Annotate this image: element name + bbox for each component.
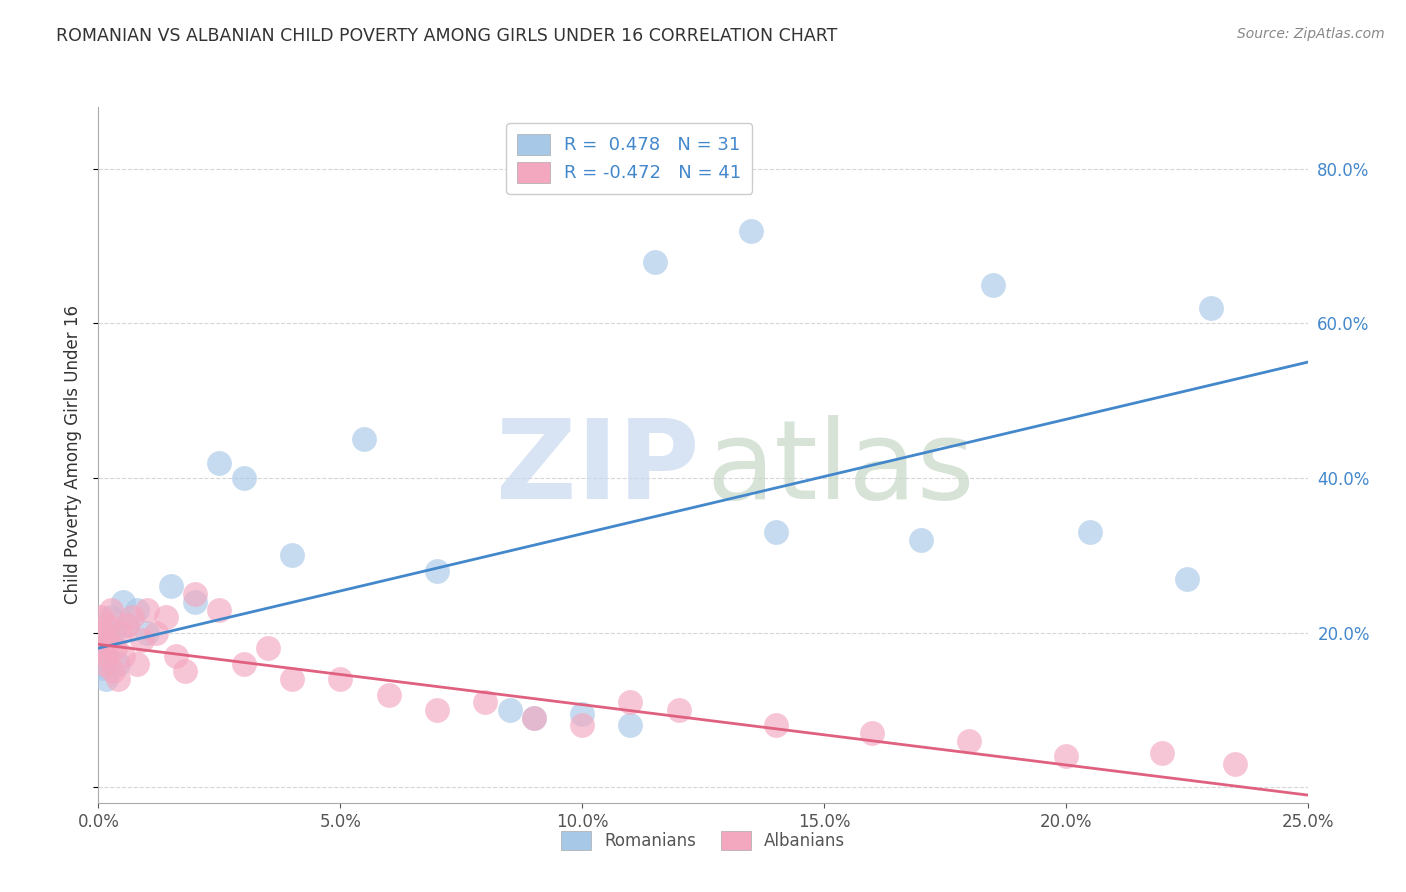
Point	[377, 688, 399, 702]
Point	[426, 564, 449, 578]
Point	[910, 533, 932, 547]
Point	[97, 633, 120, 648]
Point	[426, 703, 449, 717]
Point	[765, 525, 787, 540]
Point	[174, 665, 197, 679]
Point	[740, 224, 762, 238]
Point	[90, 648, 112, 663]
Point	[101, 665, 124, 679]
Text: ROMANIAN VS ALBANIAN CHILD POVERTY AMONG GIRLS UNDER 16 CORRELATION CHART: ROMANIAN VS ALBANIAN CHILD POVERTY AMONG…	[56, 27, 838, 45]
Point	[281, 549, 304, 563]
Point	[100, 610, 122, 624]
Legend: Romanians, Albanians: Romanians, Albanians	[554, 824, 852, 857]
Point	[100, 602, 122, 616]
Point	[127, 657, 149, 671]
Point	[91, 660, 114, 674]
Point	[184, 595, 207, 609]
Point	[1175, 572, 1198, 586]
Point	[208, 456, 231, 470]
Point	[619, 718, 641, 732]
Point	[208, 602, 231, 616]
Point	[329, 672, 352, 686]
Point	[981, 277, 1004, 292]
Point	[281, 672, 304, 686]
Point	[94, 672, 117, 686]
Point	[108, 625, 131, 640]
Point	[91, 625, 114, 640]
Point	[101, 625, 124, 640]
Point	[131, 633, 153, 648]
Point	[107, 657, 129, 671]
Point	[107, 672, 129, 686]
Point	[93, 657, 115, 671]
Point	[353, 433, 375, 447]
Point	[111, 595, 134, 609]
Point	[523, 711, 546, 725]
Point	[1199, 301, 1222, 315]
Point	[96, 618, 118, 632]
Point	[1223, 757, 1246, 772]
Point	[93, 641, 115, 656]
Point	[117, 618, 139, 632]
Point	[619, 695, 641, 709]
Point	[145, 625, 167, 640]
Point	[117, 618, 139, 632]
Text: ZIP: ZIP	[496, 416, 699, 523]
Point	[121, 610, 143, 624]
Point	[127, 602, 149, 616]
Point	[111, 648, 134, 663]
Point	[155, 610, 177, 624]
Point	[160, 579, 183, 593]
Point	[135, 602, 157, 616]
Point	[498, 703, 520, 717]
Point	[104, 641, 127, 656]
Point	[94, 648, 117, 663]
Point	[571, 718, 593, 732]
Point	[571, 706, 593, 721]
Point	[90, 610, 112, 624]
Point	[860, 726, 883, 740]
Point	[232, 471, 254, 485]
Point	[91, 641, 114, 656]
Y-axis label: Child Poverty Among Girls Under 16: Child Poverty Among Girls Under 16	[65, 305, 83, 605]
Point	[165, 648, 187, 663]
Point	[668, 703, 690, 717]
Point	[135, 625, 157, 640]
Point	[474, 695, 496, 709]
Point	[957, 734, 980, 748]
Point	[1152, 746, 1174, 760]
Point	[256, 641, 278, 656]
Point	[1054, 749, 1077, 764]
Point	[765, 718, 787, 732]
Text: atlas: atlas	[707, 416, 976, 523]
Point	[1078, 525, 1101, 540]
Point	[184, 587, 207, 601]
Point	[644, 254, 666, 268]
Point	[232, 657, 254, 671]
Text: Source: ZipAtlas.com: Source: ZipAtlas.com	[1237, 27, 1385, 41]
Point	[523, 711, 546, 725]
Point	[97, 630, 120, 644]
